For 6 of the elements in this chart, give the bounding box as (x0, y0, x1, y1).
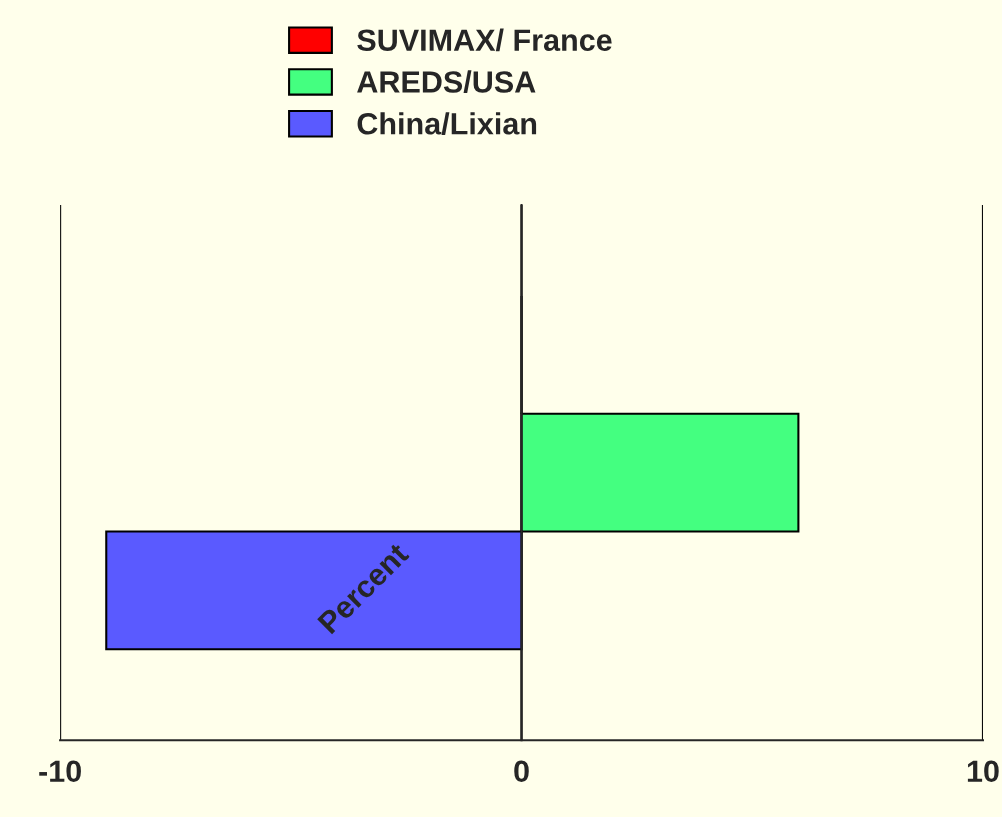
legend-label: AREDS/USA (357, 70, 536, 94)
x-tick-label: -10 (39, 760, 81, 783)
legend-label: China/Lixian (357, 112, 537, 135)
x-tick-label: 0 (514, 760, 529, 783)
x-tick-label: 10 (967, 760, 999, 783)
legend-label: SUVIMAX/ France (357, 28, 612, 52)
